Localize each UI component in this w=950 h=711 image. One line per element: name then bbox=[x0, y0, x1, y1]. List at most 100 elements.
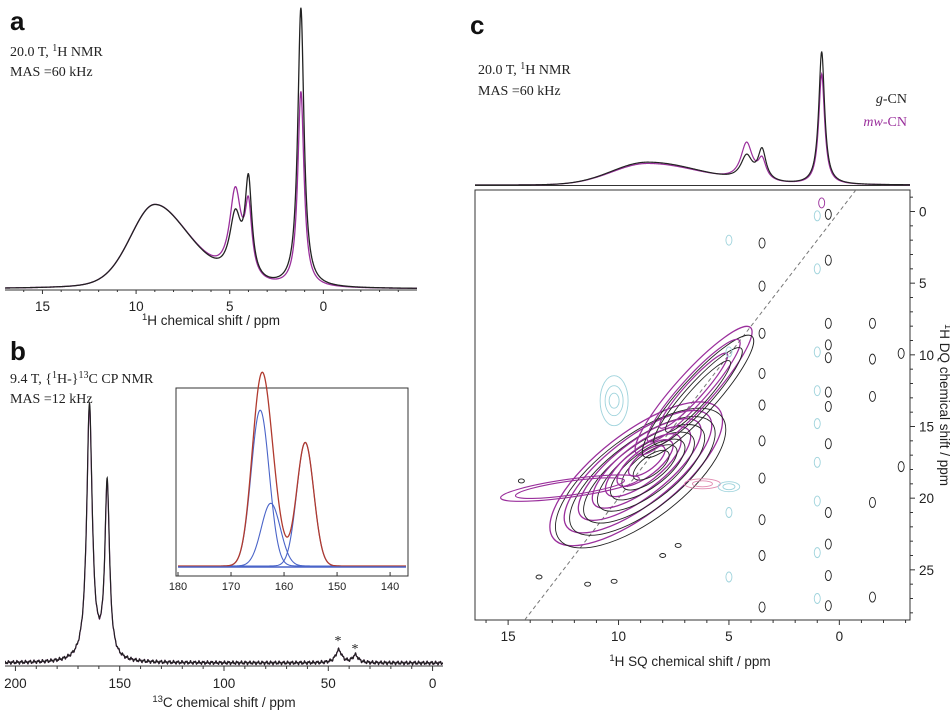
panel-c-artifact-contour bbox=[897, 347, 905, 359]
panel-b-annotation-line2: MAS =12 kHz bbox=[10, 392, 93, 407]
panel-c-contour-g-cn bbox=[569, 416, 716, 536]
panel-c-artifact-contour bbox=[813, 210, 821, 222]
panel-c-y-tick-label: 20 bbox=[919, 491, 934, 506]
panel-c-contour-g-cn bbox=[554, 407, 727, 549]
panel-a-x-ticks: 15 10 5 0 bbox=[23, 290, 399, 314]
panel-c-x-tick-label: 0 bbox=[836, 629, 844, 644]
panel-c-contour-mw-cn bbox=[604, 433, 682, 498]
panel-c-negative-contour bbox=[608, 392, 620, 409]
panel-c-negative-contour bbox=[599, 375, 629, 427]
panel-c-x-ticks: 15 10 5 0 bbox=[485, 620, 907, 644]
panel-c-negative-contour bbox=[717, 481, 741, 493]
panel-c-contour-g-cn bbox=[641, 334, 755, 459]
panel-c-speck-contour bbox=[517, 478, 525, 484]
panel-a-tick-label: 15 bbox=[35, 299, 50, 314]
panel-c-artifact-contour bbox=[869, 591, 876, 603]
panel-c-artifact-contour bbox=[758, 237, 766, 249]
panel-c-contours bbox=[500, 190, 905, 620]
panel-c-artifact-contour bbox=[725, 571, 733, 583]
panel-b-tick-label: 100 bbox=[213, 676, 236, 691]
panel-a-x-axis-label: 1H chemical shift / ppm bbox=[142, 312, 280, 328]
panel-c-contour-mw-cn bbox=[658, 352, 729, 429]
panel-b-inset-tick-label: 140 bbox=[381, 581, 399, 593]
panel-c-artifact-contour bbox=[824, 386, 832, 398]
panel-c-contour-mw-cn bbox=[514, 477, 625, 500]
panel-c-contour-mw-cn bbox=[634, 325, 753, 456]
panel-a-spectra bbox=[5, 7, 417, 289]
panel-c-artifact-contour bbox=[758, 550, 766, 561]
panel-c-artifact-contour bbox=[824, 600, 832, 612]
panel-c-artifact-contour bbox=[897, 461, 905, 473]
panel-c-artifact-contour bbox=[758, 435, 766, 447]
panel-c-artifact-contour bbox=[869, 390, 876, 402]
panel-c-y-tick-label: 5 bbox=[919, 276, 927, 291]
panel-b: b 9.4 T, {1H-}13C CP NMR MAS =12 kHz * *… bbox=[4, 336, 443, 710]
panel-c-artifact-contour bbox=[824, 507, 832, 518]
panel-c-artifact-contour bbox=[824, 570, 832, 582]
panel-c-diagonal bbox=[524, 190, 857, 620]
panel-b-x-axis-label: 13C chemical shift / ppm bbox=[152, 694, 295, 710]
panel-c-contour-mw-cn bbox=[577, 418, 702, 521]
panel-b-inset-tick-label: 160 bbox=[275, 581, 293, 593]
panel-c-artifact-contour bbox=[725, 234, 733, 246]
panel-c-x-axis-label: 1H SQ chemical shift / ppm bbox=[609, 653, 770, 669]
panel-b-sideband-marker-2: * bbox=[352, 642, 359, 657]
panel-c-contour-mw-cn bbox=[591, 425, 692, 509]
panel-c-artifact-contour bbox=[813, 593, 821, 604]
panel-c-label: c bbox=[470, 10, 484, 40]
panel-c-speck-contour bbox=[584, 581, 592, 587]
panel-c-contour-g-cn bbox=[665, 360, 731, 433]
panel-c-contour-g-cn bbox=[610, 438, 686, 501]
panel-c-plot-frame bbox=[474, 189, 911, 621]
panel-a-tick-label: 0 bbox=[320, 299, 328, 314]
panel-c-annotation-line1: 20.0 T, 1H NMR bbox=[478, 61, 571, 78]
panel-b-inset-tick-label: 170 bbox=[222, 581, 240, 593]
panel-c-projection bbox=[475, 51, 910, 186]
panel-c-artifact-contour bbox=[758, 368, 766, 379]
panel-b-label: b bbox=[10, 336, 26, 366]
panel-a: a 20.0 T, 1H NMR MAS =60 kHz 15 10 5 0 1H c… bbox=[5, 6, 417, 328]
panel-c-artifact-contour bbox=[824, 317, 832, 329]
panel-c-contour-mw-cn bbox=[563, 409, 713, 534]
panel-c-artifact-contour bbox=[813, 263, 821, 275]
panel-c-y-tick-label: 10 bbox=[919, 348, 934, 363]
panel-a-tick-label: 10 bbox=[129, 299, 144, 314]
panel-c-y-ticks: 0 5 10 15 20 25 bbox=[910, 196, 934, 614]
panel-c-artifact-contour bbox=[824, 254, 832, 266]
panel-c-artifact-contour bbox=[813, 385, 821, 397]
panel-a-series-mw-cn bbox=[5, 91, 417, 289]
panel-c-contour-g-cn bbox=[653, 347, 743, 446]
panel-c-artifact-contour bbox=[758, 472, 766, 484]
legend-g-cn: g-CN bbox=[876, 92, 907, 107]
panel-a-tick-label: 5 bbox=[226, 299, 234, 314]
panel-b-series-g-cn bbox=[5, 400, 443, 666]
panel-c-x-tick-label: 15 bbox=[501, 629, 516, 644]
panel-b-inset: 180 170 160 150 140 bbox=[169, 371, 409, 593]
panel-c-artifact-contour bbox=[758, 399, 766, 411]
panel-c-artifact-contour bbox=[813, 547, 821, 559]
panel-c: c 20.0 T, 1H NMR MAS =60 kHz g-CN mw-CN … bbox=[470, 10, 950, 669]
panel-c-artifact-contour bbox=[758, 280, 766, 292]
panel-c-artifact-contour bbox=[813, 495, 821, 507]
panel-a-series-g-cn bbox=[5, 7, 417, 289]
legend-mw-cn: mw-CN bbox=[863, 115, 907, 130]
panel-b-inset-fit bbox=[178, 371, 406, 567]
panel-c-contour-mw-cn bbox=[627, 444, 666, 477]
panel-c-artifact-contour bbox=[869, 497, 876, 508]
panel-c-artifact-contour bbox=[758, 514, 766, 526]
panel-c-artifact-contour bbox=[824, 538, 832, 550]
panel-c-x-tick-label: 5 bbox=[725, 629, 733, 644]
panel-c-y-axis-label: 1H DQ chemical shift / ppm bbox=[937, 324, 950, 486]
panel-c-artifact-contour bbox=[813, 346, 821, 358]
panel-c-artifact-contour bbox=[869, 353, 876, 365]
panel-b-tick-label: 150 bbox=[108, 676, 131, 691]
panel-c-projection-g-cn bbox=[475, 51, 910, 186]
panel-c-y-tick-label: 15 bbox=[919, 420, 934, 435]
panel-b-inset-tick-label: 180 bbox=[169, 581, 187, 593]
panel-a-annotation-line2: MAS =60 kHz bbox=[10, 65, 93, 80]
panel-b-annotation-line1: 9.4 T, {1H-}13C CP NMR bbox=[10, 370, 154, 387]
panel-b-tick-label: 50 bbox=[321, 676, 336, 691]
panel-c-y-tick-label: 0 bbox=[919, 205, 927, 220]
panel-b-sideband-marker-1: * bbox=[335, 634, 342, 649]
panel-c-artifact-contour bbox=[758, 601, 766, 613]
